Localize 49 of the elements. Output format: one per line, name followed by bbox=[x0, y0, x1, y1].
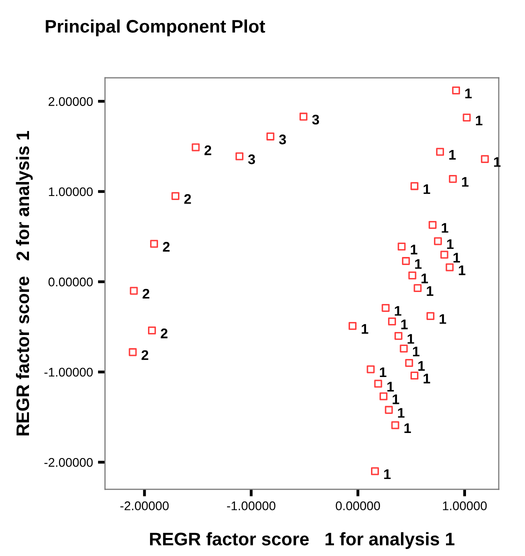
annotation: 1 bbox=[410, 244, 418, 254]
annotation: 1 bbox=[424, 374, 430, 384]
annotation: 1 bbox=[442, 223, 448, 233]
annotation: 1 bbox=[449, 150, 456, 160]
chart-title: Principal Component Plot bbox=[46, 19, 266, 36]
annotation: 2 bbox=[204, 145, 212, 156]
annotation: 1 bbox=[415, 259, 422, 269]
y-tick-label: -2.00000 bbox=[44, 458, 93, 467]
annotation: 1 bbox=[362, 324, 368, 334]
annotation: 1 bbox=[494, 157, 501, 167]
annotation: 1 bbox=[408, 334, 414, 344]
y-tick-label: 1.00000 bbox=[48, 187, 93, 196]
annotation: 3 bbox=[248, 154, 256, 164]
annotation: 2 bbox=[160, 328, 168, 338]
annotation: 1 bbox=[380, 367, 386, 378]
annotation: 1 bbox=[422, 274, 428, 284]
annotation: 2 bbox=[142, 350, 148, 360]
x-tick-label: -1.00000 bbox=[227, 501, 276, 510]
y-axis-title: REGR factor score 2 for analysis 1 bbox=[16, 131, 33, 436]
annotation: 1 bbox=[394, 306, 402, 316]
annotation: 1 bbox=[401, 320, 408, 330]
annotation: 1 bbox=[447, 239, 454, 249]
x-tick-label: 0.00000 bbox=[336, 501, 380, 510]
annotation: 1 bbox=[454, 252, 460, 262]
annotation: 1 bbox=[398, 408, 405, 418]
annotation: 2 bbox=[142, 288, 150, 299]
x-tick-label: -2.00000 bbox=[120, 501, 169, 510]
annotation: 1 bbox=[418, 361, 425, 371]
annotation: 2 bbox=[162, 242, 170, 252]
x-axis-title: REGR factor score 1 for analysis 1 bbox=[150, 532, 454, 550]
annotation: 1 bbox=[476, 116, 482, 126]
annotation: 1 bbox=[404, 423, 411, 433]
annotation: 1 bbox=[440, 314, 446, 324]
y-tick-label: 0.00000 bbox=[48, 278, 93, 286]
y-tick-label: -1.00000 bbox=[44, 368, 93, 377]
annotation: 1 bbox=[412, 346, 420, 356]
annotation: 1 bbox=[424, 184, 430, 194]
annotation: 1 bbox=[384, 469, 391, 479]
annotation: 3 bbox=[279, 134, 286, 144]
annotation: 2 bbox=[184, 194, 191, 204]
annotation: 1 bbox=[458, 266, 466, 276]
annotation: 3 bbox=[312, 114, 320, 125]
annotation: 1 bbox=[387, 382, 394, 392]
annotation: 1 bbox=[392, 394, 400, 404]
annotation: 1 bbox=[426, 286, 434, 296]
x-tick-label: 1.00000 bbox=[442, 501, 487, 510]
annotation: 1 bbox=[462, 177, 469, 187]
y-tick-label: 2.00000 bbox=[48, 97, 93, 106]
annotation: 1 bbox=[465, 88, 472, 98]
